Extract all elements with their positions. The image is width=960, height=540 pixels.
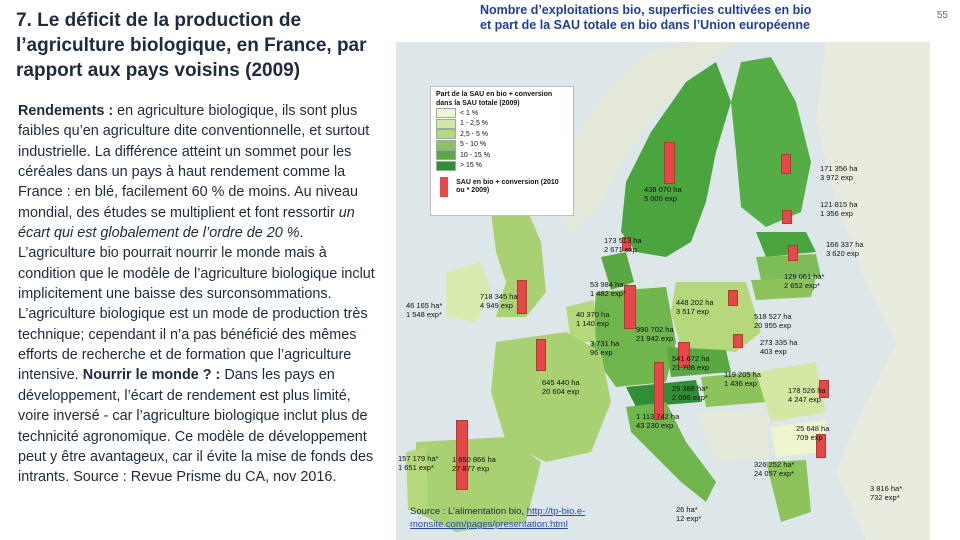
legend-class: 2,5 - 5 % bbox=[436, 129, 568, 140]
bar-austria bbox=[678, 342, 690, 368]
legend-label: 10 - 15 % bbox=[460, 151, 490, 159]
map-label: 326 252 ha* 24 057 exp* bbox=[754, 460, 795, 478]
legend-swatch bbox=[436, 129, 456, 140]
bar-germany bbox=[624, 285, 636, 329]
legend-swatch bbox=[436, 160, 456, 171]
source-link[interactable]: http://tp-bio.e-monsite.com/pages/presen… bbox=[410, 506, 586, 530]
bar-poland bbox=[728, 290, 738, 306]
slide-title: 7. Le déficit de la production de l’agri… bbox=[16, 10, 367, 81]
europe-organic-map: Part de la SAU en bio + conversion dans … bbox=[396, 42, 930, 540]
yields-text-continued: . L’agriculture bio pourrait nourrir le … bbox=[18, 225, 375, 384]
map-label: 1 113 742 ha 43 230 exp bbox=[636, 412, 680, 430]
source-prefix: Source : L’alimentation bio, bbox=[410, 506, 527, 517]
map-label: 3 731 ha 96 exp bbox=[590, 339, 620, 357]
bar-france bbox=[536, 339, 546, 371]
legend-swatch bbox=[436, 150, 456, 161]
legend-swatch bbox=[436, 139, 456, 150]
map-label: 718 345 ha 4 949 exp bbox=[480, 292, 518, 310]
bar-greece bbox=[816, 434, 826, 458]
map-label: 273 335 ha 403 exp bbox=[760, 338, 798, 356]
map-label: 990 702 ha 21 942 exp bbox=[636, 325, 674, 343]
feed-world-text: Dans les pays en développement, l’écart … bbox=[18, 367, 374, 486]
bar-hungary bbox=[733, 334, 743, 348]
map-label: 438 070 ha 5 000 exp bbox=[644, 185, 682, 203]
map-label: 157 179 ha* 1 651 exp* bbox=[398, 454, 439, 472]
legend-bar-label: SAU en bio + conversion (2010 ou * 2009) bbox=[456, 178, 559, 195]
legend-bar-swatch bbox=[440, 177, 449, 197]
map-label: 171 356 ha 3 972 exp bbox=[820, 164, 858, 182]
bar-sweden bbox=[664, 142, 675, 184]
map-title-line-1: Nombre d’exploitations bio, superficies … bbox=[480, 3, 812, 17]
legend-label: > 15 % bbox=[460, 162, 482, 170]
bar-latvia bbox=[788, 245, 798, 261]
bar-romania bbox=[819, 380, 829, 398]
map-label: 29 388 ha* 2 096 exp* bbox=[672, 384, 709, 402]
legend-label: < 1 % bbox=[460, 109, 479, 117]
map-label: 46 165 ha* 1 548 exp* bbox=[406, 301, 443, 319]
legend-class: > 15 % bbox=[436, 160, 568, 172]
legend-class: 10 - 15 % bbox=[436, 150, 568, 161]
bar-denmark bbox=[622, 237, 631, 251]
bar-italy bbox=[654, 362, 664, 420]
map-label: 1 650 866 ha 27 877 exp bbox=[452, 455, 496, 473]
map-label: 3 816 ha* 732 exp* bbox=[870, 484, 903, 502]
map-legend: Part de la SAU en bio + conversion dans … bbox=[430, 86, 574, 216]
map-label: 645 440 ha 20 604 exp bbox=[542, 378, 580, 396]
map-label: 26 ha* 12 exp* bbox=[676, 505, 702, 523]
legend-class: 5 - 10 % bbox=[436, 139, 568, 151]
map-label: 541 672 ha 21 708 exp bbox=[672, 354, 710, 372]
bar-estonia bbox=[782, 210, 792, 224]
map-label: 178 526 ha 4 247 exp bbox=[788, 386, 826, 404]
map-source: Source : L’alimentation bio, http://tp-b… bbox=[410, 505, 640, 531]
map-label: 25 648 ha 709 exp bbox=[796, 424, 830, 442]
map-label: 448 202 ha 3 517 exp bbox=[676, 298, 714, 316]
bar-spain bbox=[456, 420, 468, 490]
page-number: 55 bbox=[936, 10, 948, 21]
yields-text: en agriculture biologique, ils sont plus… bbox=[18, 103, 370, 221]
map-label: 119 205 ha 1 436 exp bbox=[724, 370, 761, 388]
map-label: 129 061 ha* 2 652 exp* bbox=[784, 272, 825, 290]
map-label: 518 527 ha 20 955 exp bbox=[754, 312, 792, 330]
legend-label: 1 - 2,5 % bbox=[460, 120, 489, 128]
legend-swatch bbox=[436, 118, 456, 129]
map-label: 40 370 ha 1 140 exp bbox=[576, 310, 610, 328]
map-label: 173 513 ha 2 671 exp bbox=[604, 236, 642, 254]
map-label: 166 337 ha 3 620 exp bbox=[826, 240, 864, 258]
bar-uk bbox=[517, 280, 527, 314]
legend-label: 5 - 10 % bbox=[460, 141, 487, 149]
yields-heading: Rendements : bbox=[18, 103, 114, 119]
legend-class: < 1 % bbox=[436, 108, 568, 119]
slide-body-text: Rendements : en agriculture biologique, … bbox=[18, 101, 376, 488]
legend-title: Part de la SAU en bio + conversion dans … bbox=[436, 91, 553, 107]
map-title-line-2: et part de la SAU totale en bio dans l’U… bbox=[480, 18, 810, 32]
map-label: 121 815 ha 1 356 exp bbox=[820, 200, 858, 218]
yield-gap-emphasis: un écart qui est globalement de l’ordre … bbox=[18, 204, 355, 242]
legend-swatch bbox=[436, 108, 456, 119]
legend-label: 2,5 - 5 % bbox=[460, 130, 489, 138]
map-title: Nombre d’exploitations bio, superficies … bbox=[480, 3, 811, 33]
map-shapes bbox=[396, 42, 930, 540]
feed-world-heading: Nourrir le monde ? : bbox=[82, 367, 221, 384]
legend-bar-entry: SAU en bio + conversion (2010 ou * 2009) bbox=[436, 177, 568, 197]
legend-class: 1 - 2,5 % bbox=[436, 118, 568, 130]
bar-finland bbox=[781, 154, 791, 174]
map-label: 53 984 ha 1 482 exp* bbox=[590, 280, 626, 298]
